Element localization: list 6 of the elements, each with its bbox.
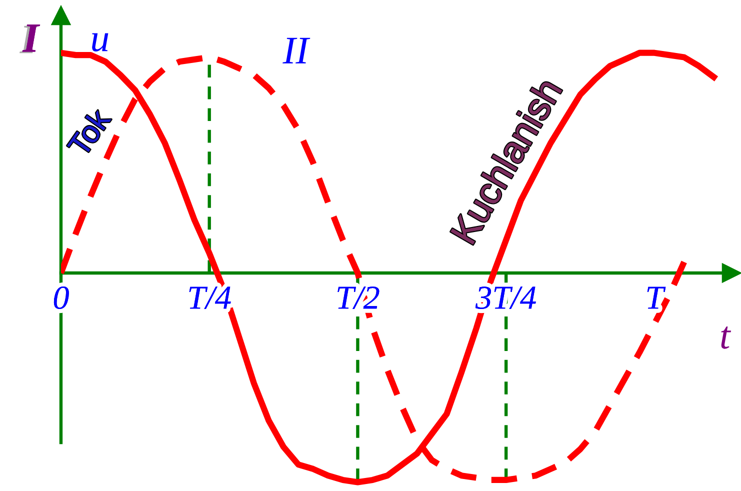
text: I xyxy=(20,24,40,54)
annotation: II xyxy=(282,38,310,64)
text: Tok xyxy=(66,106,112,158)
x-axis-title: t xyxy=(721,326,732,349)
x-tick-label: T xyxy=(647,286,666,309)
y-axis-title: u xyxy=(92,33,108,52)
